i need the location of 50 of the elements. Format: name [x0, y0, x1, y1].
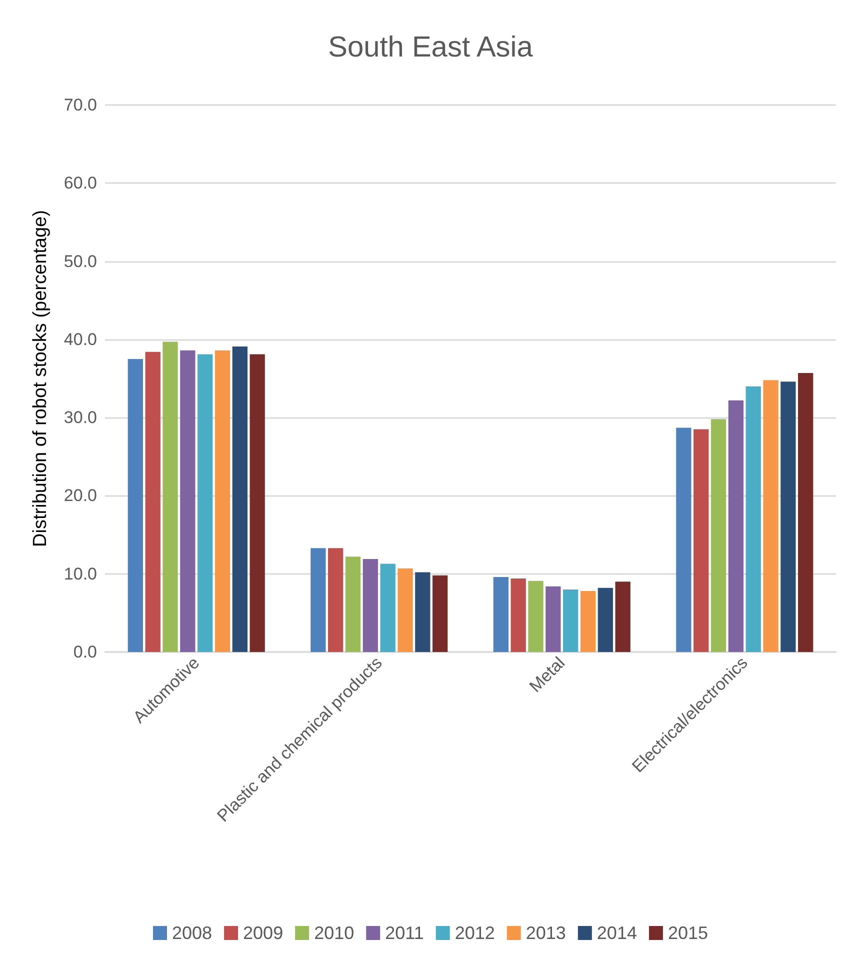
bar	[180, 350, 196, 652]
bar	[710, 419, 726, 652]
bar	[563, 589, 578, 652]
legend-label: 2008	[172, 923, 212, 943]
bar	[528, 580, 544, 652]
y-tick-label: 70.0	[64, 96, 97, 114]
legend-label: 2015	[668, 923, 708, 943]
bar	[780, 382, 796, 652]
bar	[162, 342, 178, 652]
y-tick-label: 20.0	[64, 486, 97, 506]
bar	[798, 373, 814, 652]
bar	[746, 386, 761, 652]
chart-title: South East Asia	[328, 32, 534, 64]
bar	[198, 354, 213, 652]
bar	[310, 548, 326, 652]
bar	[763, 380, 778, 652]
bar	[546, 586, 561, 652]
y-tick-label: 60.0	[64, 174, 97, 193]
legend-label: 2009	[243, 923, 284, 943]
bar	[345, 556, 361, 652]
bar	[510, 578, 526, 652]
bar	[432, 575, 448, 652]
bar	[580, 591, 596, 652]
bar	[380, 564, 396, 652]
bar	[615, 582, 630, 652]
legend-label: 2014	[596, 923, 637, 943]
bar	[398, 568, 413, 652]
bar	[232, 346, 248, 652]
bar	[250, 354, 265, 652]
y-axis-title: Distribution of robot stocks (percentage)	[30, 210, 51, 547]
bar	[362, 559, 378, 652]
bar	[694, 429, 709, 652]
bar	[145, 352, 160, 652]
legend-label: 2011	[385, 923, 424, 943]
bar	[415, 572, 430, 652]
legend-label: 2013	[526, 923, 566, 943]
bar	[328, 548, 344, 652]
bar	[128, 358, 143, 652]
y-tick-label: 40.0	[64, 330, 97, 349]
legend-label: 2010	[314, 923, 354, 943]
y-tick-label: 50.0	[64, 252, 97, 271]
bar	[728, 400, 744, 652]
y-tick-label: 30.0	[64, 408, 97, 428]
legend-label: 2012	[454, 923, 495, 943]
bar	[214, 350, 230, 652]
bar	[598, 588, 613, 652]
y-tick-label: 10.0	[64, 564, 97, 584]
bar	[676, 428, 692, 652]
y-tick-label: 0.0	[73, 642, 97, 662]
bar	[493, 576, 508, 652]
